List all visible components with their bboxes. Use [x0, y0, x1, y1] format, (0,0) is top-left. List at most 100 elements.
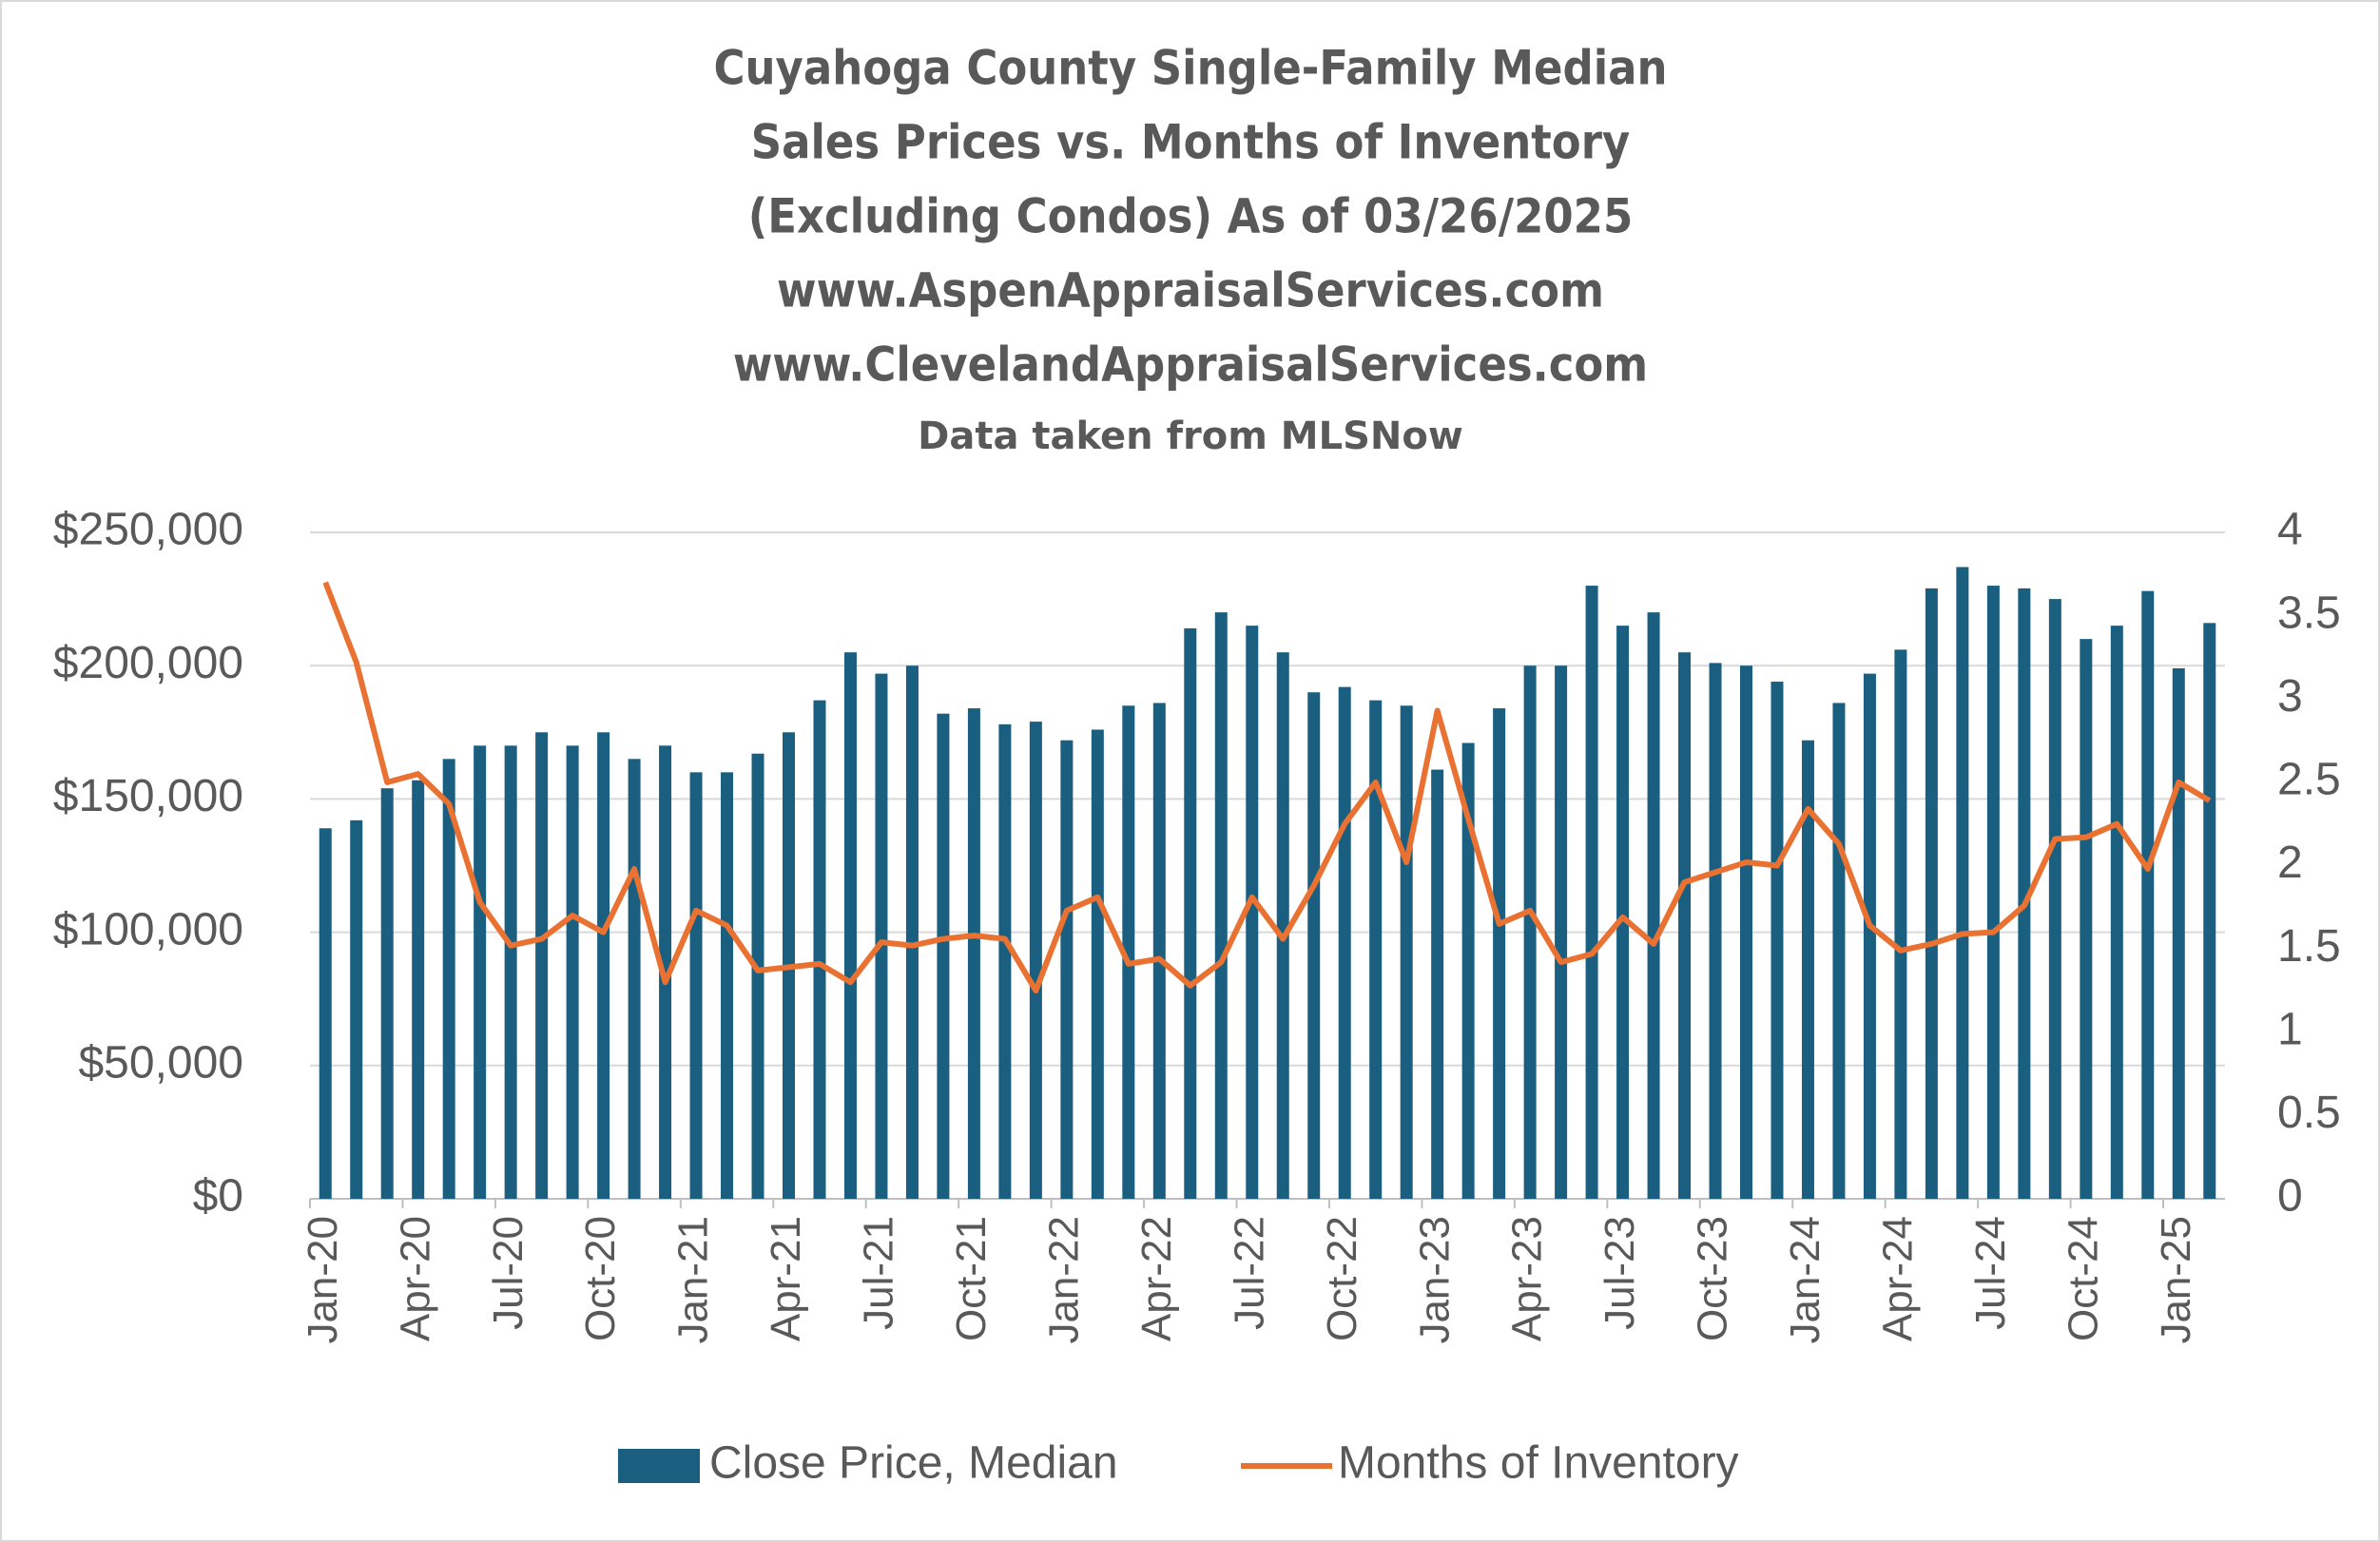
bar: [597, 732, 610, 1199]
bar: [2048, 599, 2061, 1199]
bar: [1246, 626, 1259, 1199]
y-tick-label: $100,000: [53, 904, 243, 954]
x-tick-label: Jan-22: [1040, 1216, 1087, 1344]
bar: [1091, 729, 1104, 1199]
bar: [1863, 673, 1876, 1199]
y2-tick-label: 1: [2277, 1004, 2303, 1054]
x-tick-label: Jul-23: [1596, 1216, 1643, 1330]
bar: [1493, 708, 1506, 1199]
x-tick-label: Oct-21: [948, 1216, 995, 1341]
chart-title: Cuyahoga County Single-Family Median: [713, 41, 1667, 96]
bar: [1986, 586, 2000, 1199]
bar: [319, 828, 332, 1199]
bar: [905, 665, 919, 1199]
bar: [1029, 722, 1042, 1199]
y2-tick-label: 0.5: [2277, 1088, 2341, 1138]
bar: [1894, 649, 1907, 1199]
bar: [566, 745, 579, 1199]
bar: [1585, 586, 1598, 1199]
bar: [504, 745, 517, 1199]
x-tick-label: Oct-23: [1690, 1216, 1736, 1341]
bar: [2203, 623, 2216, 1199]
bar: [1184, 627, 1197, 1199]
bar: [1956, 567, 1969, 1199]
bar: [628, 759, 641, 1199]
bar: [1431, 769, 1444, 1199]
chart-subtitle: Data taken from MLSNow: [918, 414, 1463, 458]
y2-tick-label: 3.5: [2277, 588, 2341, 638]
bar: [1122, 705, 1135, 1199]
bar: [1832, 703, 1846, 1199]
x-tick-label: Jan-20: [300, 1216, 346, 1344]
bar: [1801, 740, 1814, 1199]
x-tick-label: Jan-21: [670, 1216, 717, 1344]
bar: [1616, 626, 1630, 1199]
bar: [998, 723, 1012, 1199]
x-tick-label: Jan-23: [1411, 1216, 1458, 1344]
bar: [937, 713, 950, 1199]
bar: [1647, 612, 1660, 1199]
bar: [1338, 686, 1351, 1199]
bar: [1461, 742, 1475, 1199]
x-tick-label: Oct-24: [2060, 1216, 2106, 1341]
x-tick-label: Jul-21: [856, 1216, 902, 1330]
y2-tick-label: 4: [2277, 505, 2303, 555]
x-tick-label: Jan-24: [1782, 1216, 1829, 1344]
x-tick-label: Jan-25: [2153, 1216, 2199, 1344]
bar: [1770, 682, 1784, 1199]
bar: [1740, 665, 1752, 1199]
chart-title: (Excluding Condos) As of 03/26/2025: [748, 189, 1634, 244]
y2-tick-label: 0: [2277, 1171, 2303, 1222]
bar: [1400, 705, 1413, 1199]
y-tick-label: $50,000: [78, 1037, 243, 1088]
y2-tick-label: 2: [2277, 838, 2303, 888]
bar: [813, 700, 826, 1199]
x-tick-label: Jul-20: [485, 1216, 532, 1330]
x-tick-label: Oct-20: [577, 1216, 624, 1341]
chart-title: www.ClevelandAppraisalServices.com: [733, 337, 1648, 393]
x-tick-label: Apr-22: [1133, 1216, 1180, 1341]
bar: [1523, 665, 1537, 1199]
bar: [350, 819, 363, 1199]
bar: [412, 780, 425, 1199]
y2-tick-label: 3: [2277, 671, 2303, 722]
bar: [1152, 703, 1166, 1199]
bar: [442, 759, 455, 1199]
y2-tick-label: 2.5: [2277, 755, 2341, 805]
y-tick-label: $200,000: [53, 638, 243, 688]
y-tick-label: $0: [193, 1171, 243, 1222]
bar: [1678, 652, 1692, 1199]
chart-title: www.AspenAppraisalServices.com: [777, 263, 1604, 318]
chart-title: Sales Prices vs. Months of Inventory: [751, 115, 1630, 170]
bar: [1925, 588, 1938, 1199]
x-tick-label: Apr-20: [392, 1216, 438, 1341]
legend-label: Close Price, Median: [709, 1438, 1118, 1489]
bar: [2080, 639, 2093, 1199]
x-tick-label: Jul-22: [1226, 1216, 1272, 1330]
bar: [380, 788, 394, 1199]
y-tick-label: $250,000: [53, 505, 243, 555]
y-tick-label: $150,000: [53, 771, 243, 821]
legend-swatch: [618, 1449, 700, 1483]
bar: [1060, 740, 1074, 1199]
bar: [1555, 665, 1568, 1199]
legend-label: Months of Inventory: [1338, 1438, 1739, 1489]
bar: [2110, 626, 2123, 1199]
x-tick-label: Apr-21: [763, 1216, 809, 1341]
line: [322, 581, 2212, 993]
bar: [1276, 652, 1289, 1199]
bar: [535, 732, 549, 1199]
y2-tick-label: 1.5: [2277, 921, 2341, 972]
bar: [2172, 668, 2185, 1199]
bar: [689, 772, 703, 1199]
bar: [2141, 590, 2155, 1199]
bar: [721, 772, 734, 1199]
x-tick-label: Jul-24: [1967, 1216, 2014, 1330]
bar: [1369, 700, 1383, 1199]
bar: [751, 753, 764, 1199]
bar: [2018, 588, 2031, 1199]
bar: [1709, 663, 1722, 1199]
bar: [967, 708, 980, 1199]
bar: [1214, 612, 1228, 1199]
